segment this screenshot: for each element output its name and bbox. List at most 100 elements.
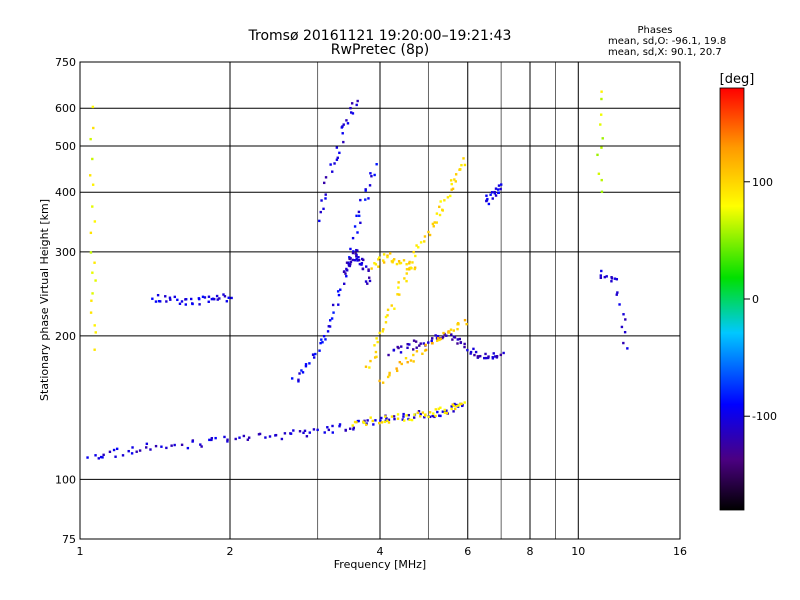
scatter-point-x xyxy=(89,311,93,314)
scatter-point-x xyxy=(434,414,437,418)
scatter-point-o xyxy=(198,303,201,306)
scatter-point-o xyxy=(396,345,399,349)
scatter-point-o xyxy=(422,342,425,345)
scatter-point-x xyxy=(382,259,385,262)
scatter-point-x xyxy=(392,258,396,261)
scatter-point-o xyxy=(485,194,488,197)
scatter-point-o xyxy=(135,450,138,453)
scatter-point-o xyxy=(393,417,396,421)
scatter-point-o xyxy=(164,295,167,298)
scatter-point-x xyxy=(424,343,427,347)
scatter-point-o xyxy=(335,146,339,149)
scatter-point-o xyxy=(316,428,319,432)
scatter-point-o xyxy=(99,455,103,459)
scatter-point-o xyxy=(338,423,342,426)
scatter-point-x xyxy=(456,322,460,325)
scatter-point-o xyxy=(415,346,418,349)
scatter-point-o xyxy=(402,412,405,416)
scatter-point-o xyxy=(210,437,214,440)
scatter-point-x xyxy=(453,178,456,181)
scatter-point-x xyxy=(599,123,602,126)
scatter-point-x xyxy=(378,379,381,383)
scatter-point-o xyxy=(207,295,211,298)
scatter-point-o xyxy=(331,424,334,428)
scatter-point-x xyxy=(408,418,411,421)
scatter-point-o xyxy=(319,341,322,345)
scatter-point-o xyxy=(361,267,365,270)
scatter-point-o xyxy=(184,303,187,306)
scatter-point-o xyxy=(292,429,295,432)
scatter-point-o xyxy=(268,435,272,438)
stats-title: Phases xyxy=(637,25,672,36)
scatter-point-x xyxy=(427,230,430,234)
scatter-point-o xyxy=(469,352,472,355)
scatter-point-x xyxy=(408,260,411,264)
scatter-point-o xyxy=(365,265,368,268)
scatter-point-x xyxy=(391,259,395,262)
scatter-point-o xyxy=(357,419,360,423)
colorbar-tick-label: 0 xyxy=(752,293,759,306)
scatter-point-o xyxy=(324,176,328,179)
scatter-point-o xyxy=(351,236,355,240)
scatter-point-o xyxy=(274,434,277,437)
scatter-point-x xyxy=(388,373,391,377)
scatter-point-x xyxy=(371,419,374,423)
scatter-point-o xyxy=(472,347,475,351)
scatter-point-x xyxy=(451,403,454,406)
scatter-point-o xyxy=(401,418,404,421)
scatter-point-o xyxy=(156,293,160,297)
scatter-point-o xyxy=(473,353,476,357)
y-tick-label: 300 xyxy=(55,246,76,259)
scatter-point-x xyxy=(449,328,453,331)
scatter-point-o xyxy=(491,357,495,360)
stats-x: mean, sd,X: 90.1, 20.7 xyxy=(608,47,722,58)
scatter-point-o xyxy=(305,435,309,438)
scatter-point-o xyxy=(441,410,445,413)
scatter-point-o xyxy=(412,416,416,419)
scatter-point-o xyxy=(322,181,326,185)
scatter-point-x xyxy=(373,356,377,359)
scatter-point-o xyxy=(489,193,492,196)
scatter-point-o xyxy=(327,428,331,432)
scatter-point-o xyxy=(223,295,227,298)
scatter-point-o xyxy=(283,432,287,435)
scatter-point-o xyxy=(487,355,490,358)
scatter-point-o xyxy=(456,405,460,408)
scatter-point-o xyxy=(369,172,372,175)
scatter-point-o xyxy=(201,295,205,298)
scatter-point-x xyxy=(405,268,409,271)
scatter-point-o xyxy=(494,187,498,190)
scatter-point-o xyxy=(423,416,426,419)
scatter-point-o xyxy=(213,298,216,301)
scatter-point-o xyxy=(623,330,627,334)
scatter-point-x xyxy=(382,328,385,331)
scatter-point-x xyxy=(384,321,388,324)
scatter-point-o xyxy=(387,418,391,421)
scatter-point-o xyxy=(499,353,503,357)
scatter-point-x xyxy=(427,415,430,418)
scatter-point-o xyxy=(436,334,440,338)
y-tick-label: 400 xyxy=(55,186,76,199)
scatter-point-x xyxy=(434,408,437,411)
chart-subtitle: RwPretec (8p) xyxy=(331,42,429,58)
scatter-point-o xyxy=(445,334,448,337)
scatter-point-o xyxy=(324,338,327,341)
scatter-point-o xyxy=(342,270,346,274)
scatter-point-o xyxy=(491,197,494,200)
scatter-point-o xyxy=(97,457,100,460)
y-tick-label: 750 xyxy=(55,56,76,69)
scatter-point-o xyxy=(359,221,362,225)
scatter-point-o xyxy=(323,431,326,434)
scatter-point-o xyxy=(342,140,345,144)
scatter-point-o xyxy=(342,282,346,285)
scatter-point-o xyxy=(487,202,491,206)
scatter-point-o xyxy=(387,353,390,357)
scatter-point-o xyxy=(438,414,441,417)
colorbar-tick-label: 100 xyxy=(752,176,773,189)
scatter-point-o xyxy=(178,302,182,305)
scatter-point-x xyxy=(386,255,389,259)
scatter-point-o xyxy=(335,158,339,161)
scatter-point-o xyxy=(412,348,415,351)
scatter-point-x xyxy=(403,419,406,422)
scatter-point-o xyxy=(341,125,344,128)
